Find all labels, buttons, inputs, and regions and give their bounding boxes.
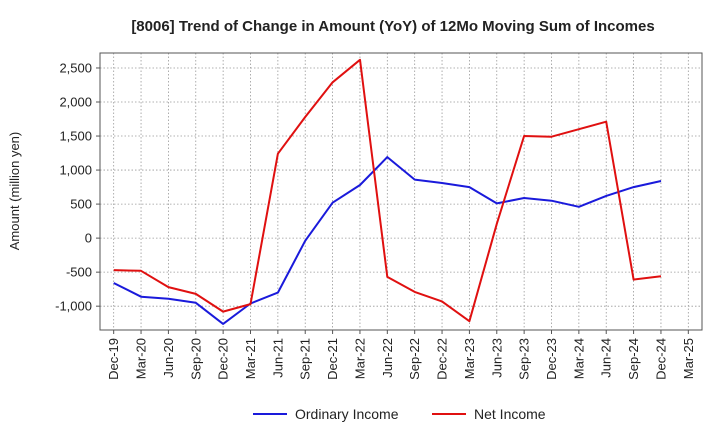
x-tick-label: Sep-21 [298,338,313,380]
x-tick-label: Mar-21 [243,338,258,379]
x-tick-label: Mar-24 [571,338,586,379]
y-tick-label: 0 [85,231,92,246]
x-tick-label: Dec-24 [653,338,668,380]
x-tick-label: Sep-22 [407,338,422,380]
plot-area [99,52,703,331]
x-tick-label: Dec-23 [544,338,559,380]
x-tick-label: Jun-24 [599,338,614,378]
x-tick-label: Jun-20 [161,338,176,378]
legend: Ordinary Income Net Income [253,406,546,422]
y-tick-label: 2,500 [59,60,92,75]
y-tick-label: 500 [70,197,92,212]
x-tick-label: Jun-22 [380,338,395,378]
x-tick-label: Jun-21 [270,338,285,378]
y-axis-label: Amount (million yen) [7,132,22,251]
y-tick-label: -500 [66,265,92,280]
series-line-0 [113,156,662,325]
x-tick-label: Mar-20 [134,338,149,379]
x-tick-label: Dec-22 [435,338,450,380]
y-tick-label: 1,000 [59,163,92,178]
y-tick-label: 2,000 [59,95,92,110]
series-lines [113,58,662,325]
x-tick-label: Jun-23 [489,338,504,378]
x-axis-ticks: Dec-19 Mar-20 Jun-20 Sep-20 Dec-20 Mar-21 Jun-… [106,330,696,380]
y-tick-label: 1,500 [59,129,92,144]
series-line-1 [113,58,662,323]
x-tick-label: Sep-23 [517,338,532,380]
x-tick-label: Dec-19 [106,338,121,380]
x-tick-label: Mar-25 [681,338,696,379]
x-tick-label: Mar-22 [352,338,367,379]
chart-title: [8006] Trend of Change in Amount (YoY) o… [131,18,654,35]
grid-lines [100,53,702,330]
x-tick-label: Dec-21 [325,338,340,380]
legend-label-0: Ordinary Income [295,406,399,422]
y-tick-label: -1,000 [55,299,92,314]
x-tick-label: Sep-20 [188,338,203,380]
x-tick-label: Dec-20 [216,338,231,380]
x-tick-label: Sep-24 [626,338,641,380]
legend-label-1: Net Income [474,406,546,422]
x-tick-label: Mar-23 [462,338,477,379]
y-axis-ticks: 2,500 2,000 1,500 1,000 500 0 -500 -1,000 [55,60,100,314]
